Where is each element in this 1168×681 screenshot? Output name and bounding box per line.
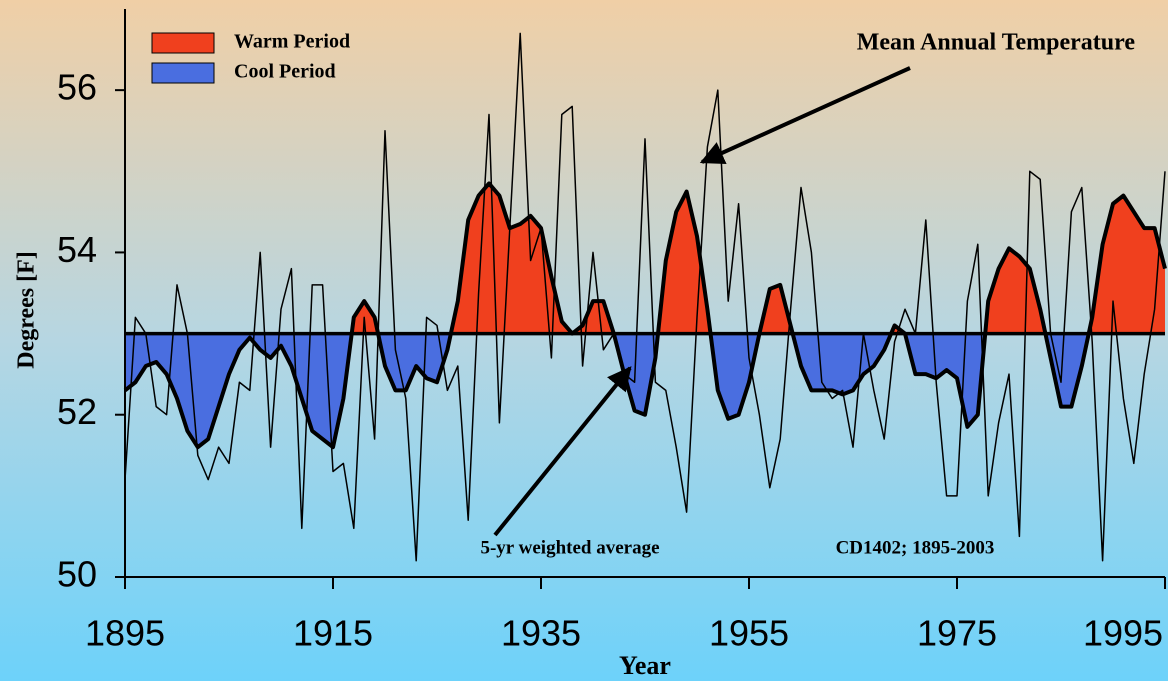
annual-line [124, 32, 1166, 562]
x-axis-label: Year [619, 651, 671, 680]
legend-label: Cool Period [234, 61, 336, 83]
y-tick-label: 52 [57, 391, 97, 432]
annotation: 5-yr weighted average [480, 537, 659, 558]
annotation: CD1402; 1895-2003 [836, 537, 995, 558]
y-tick-label: 54 [57, 229, 97, 270]
y-axis-label: Degrees [F] [14, 251, 40, 369]
x-tick-label: 1935 [501, 613, 581, 654]
chart-title: Mean Annual Temperature [857, 30, 1136, 56]
y-tick-label: 50 [57, 554, 97, 595]
x-tick-label: 1995 [1083, 613, 1163, 654]
y-tick-label: 56 [57, 67, 97, 108]
x-tick-label: 1955 [709, 613, 789, 654]
arrow [699, 66, 911, 165]
legend-label: Warm Period [234, 31, 350, 53]
cool-area [125, 333, 1089, 448]
legend-swatch [151, 32, 215, 54]
legend-swatch [151, 62, 215, 84]
smooth-line [123, 181, 1167, 450]
arrow [493, 366, 632, 537]
x-tick-label: 1975 [917, 613, 997, 654]
x-tick-label: 1895 [85, 613, 165, 654]
x-tick-label: 1915 [293, 613, 373, 654]
plot-area [115, 9, 1167, 589]
